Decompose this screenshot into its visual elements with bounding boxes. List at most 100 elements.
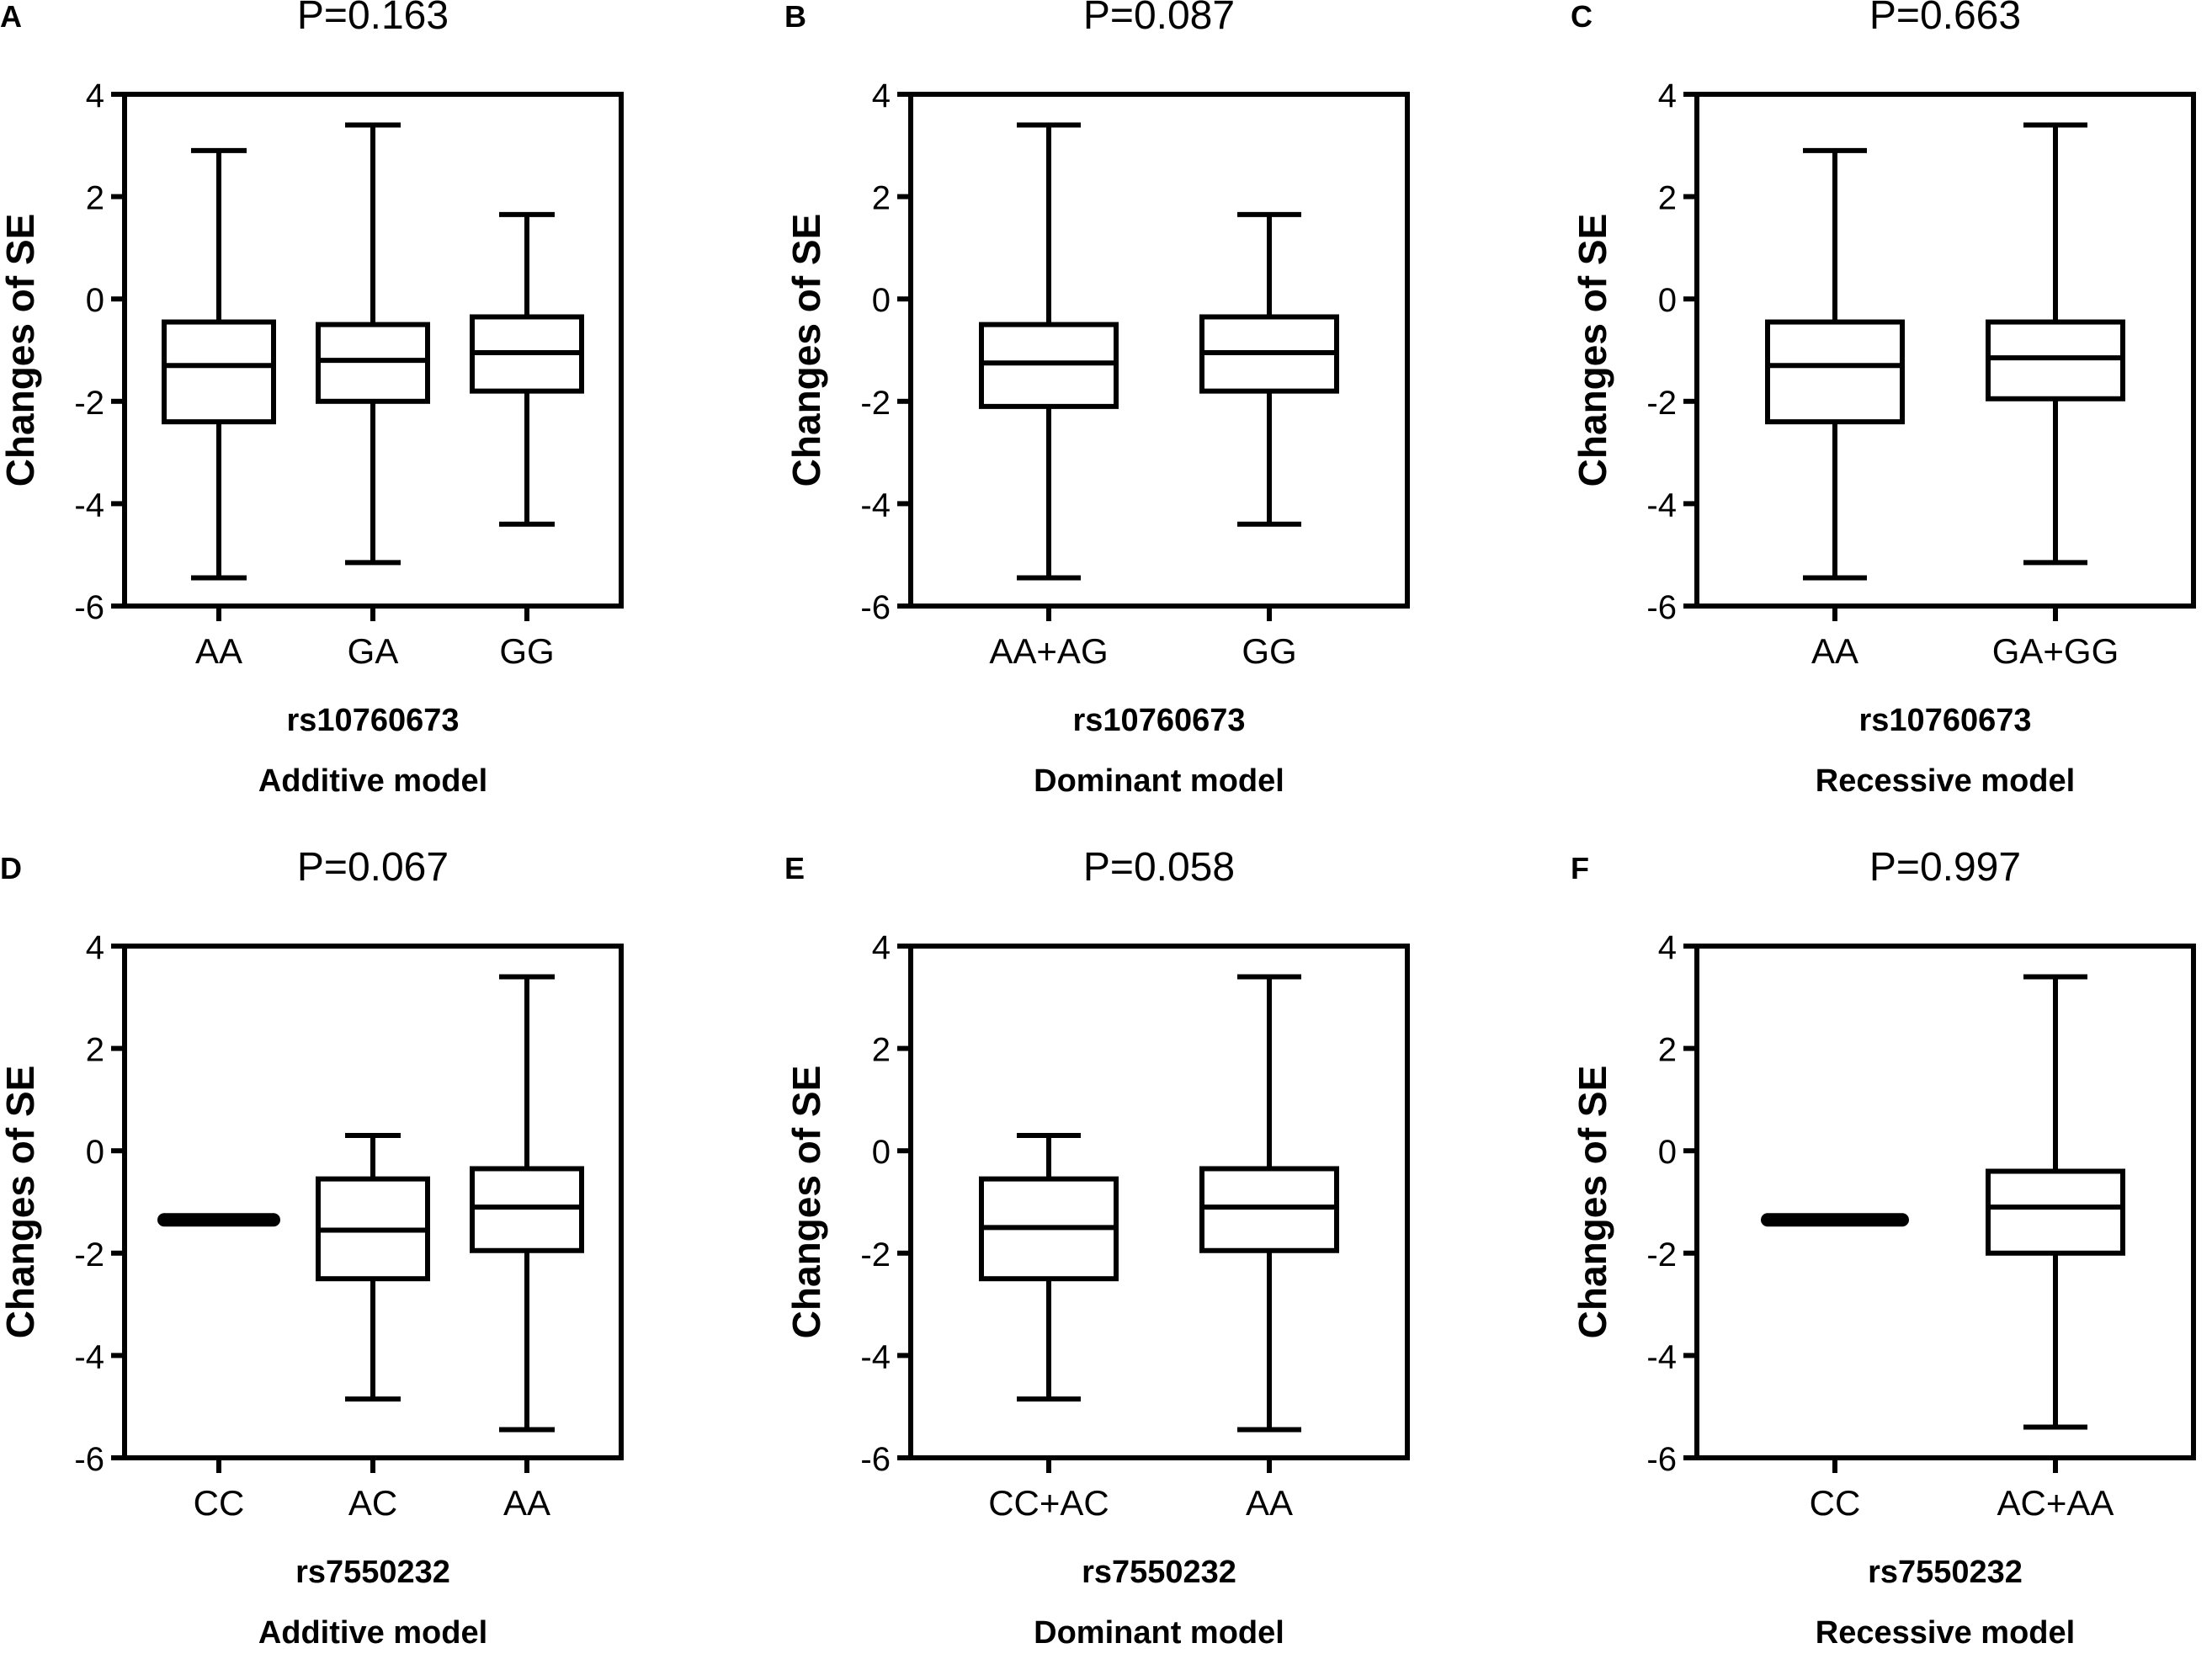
model-label: Additive model [258,1615,487,1651]
plot-frame [908,944,1410,1460]
iqr-box [1986,1168,2125,1256]
x-tick-label: AA+AG [989,631,1108,671]
iqr-box [1199,1166,1339,1253]
panel-letter: E [784,851,805,885]
y-axis-label: Changes of SE [0,214,42,487]
model-label: Recessive model [1816,763,2075,799]
box-ac [316,1132,430,1402]
y-tick-label: -4 [860,487,891,524]
y-axis-label: Changes of SE [0,1066,42,1339]
plot-frame [908,92,1410,609]
y-tick-label: -4 [1646,1338,1677,1375]
panel-letter: C [1571,0,1593,34]
y-tick-label: -4 [860,1338,891,1375]
box-gg [470,211,584,527]
box-ac-plus-aa [1986,974,2125,1430]
x-axis-label: rs10760673 [287,703,460,738]
x-tick-label: CC [1810,1483,1861,1523]
x-tick-label: AA [1811,631,1858,671]
y-tick-label: 2 [872,1032,891,1069]
y-tick-label: -2 [1646,1236,1677,1273]
chart-title: P=0.663 [1869,0,2021,38]
y-tick-label: -4 [74,1338,104,1375]
y-tick-label: -6 [860,1441,891,1478]
y-tick-label: 0 [872,282,891,319]
panel-d: D P=0.067 4 2 0 -2 -4 -6 Changes of SE CC AC AA rs75… [0,845,624,1651]
y-tick-label: 2 [1658,1032,1677,1069]
box-aa [162,147,276,581]
y-tick-label: -4 [74,487,104,524]
y-tick-label: 2 [86,1032,104,1069]
box-ga [316,122,430,566]
y-tick-label: 4 [86,77,104,114]
chart-title: P=0.058 [1083,845,1235,890]
y-tick-label: 0 [86,282,104,319]
y-tick-label: -2 [74,1236,104,1273]
model-label: Additive model [258,763,487,799]
box-gg [1199,211,1339,527]
y-axis-label: Changes of SE [1571,1066,1614,1339]
x-axis-label: rs10760673 [1859,703,2032,738]
box-aa [1765,147,1905,581]
y-tick-label: 4 [1658,929,1677,966]
plot-frame [1694,92,2196,609]
y-axis-label: Changes of SE [784,214,828,487]
y-tick-label: -6 [74,589,104,626]
iqr-box [1986,319,2125,401]
y-tick-label: -6 [1646,1441,1677,1478]
x-tick-label: GA+GG [1992,631,2119,671]
x-tick-label: AC+AA [1997,1483,2114,1523]
panel-letter: D [0,851,22,885]
model-label: Dominant model [1034,763,1284,799]
y-tick-label: 2 [1658,180,1677,217]
x-tick-label: GA [348,631,399,671]
panel-f: F P=0.997 4 2 0 -2 -4 -6 Changes of SE CC AC+AA rs7… [1571,845,2196,1651]
y-tick-label: -2 [860,1236,891,1273]
y-axis-label: Changes of SE [784,1066,828,1339]
y-tick-label: -2 [1646,385,1677,422]
y-tick-label: -6 [1646,589,1677,626]
x-tick-label: CC+AC [988,1483,1109,1523]
panel-b: B P=0.087 4 2 0 -2 -4 -6 Changes of SE AA+AG GG rs1… [784,0,1410,799]
y-tick-label: 0 [1658,1134,1677,1171]
y-tick-label: 0 [1658,282,1677,319]
chart-title: P=0.067 [297,845,449,890]
x-tick-label: GG [499,631,554,671]
panel-letter: A [0,0,22,34]
y-tick-label: -4 [1646,487,1677,524]
y-tick-label: 4 [872,77,891,114]
y-tick-label: -2 [74,385,104,422]
x-axis-label: rs7550232 [1082,1555,1236,1590]
model-label: Dominant model [1034,1615,1284,1651]
x-axis-label: rs7550232 [295,1555,450,1590]
iqr-box [316,322,430,404]
panel-letter: F [1571,851,1589,885]
y-tick-label: 0 [872,1134,891,1171]
x-axis-label: rs7550232 [1868,1555,2023,1590]
y-tick-label: 0 [86,1134,104,1171]
y-tick-label: -2 [860,385,891,422]
y-tick-label: -6 [860,589,891,626]
chart-title: P=0.163 [297,0,449,38]
chart-title: P=0.087 [1083,0,1235,38]
plot-frame [1694,944,2196,1460]
y-axis-label: Changes of SE [1571,214,1614,487]
box-aa [470,974,584,1433]
x-tick-label: CC [194,1483,245,1523]
panel-c: C P=0.663 4 2 0 -2 -4 -6 Changes of SE AA GA+GG rs1… [1571,0,2196,799]
x-tick-label: GG [1242,631,1296,671]
y-tick-label: 4 [1658,77,1677,114]
x-axis-label: rs10760673 [1073,703,1246,738]
panel-e: E P=0.058 4 2 0 -2 -4 -6 Changes of SE CC+AC AA rs7… [784,845,1410,1651]
y-tick-label: 2 [872,180,891,217]
x-tick-label: AA [1246,1483,1293,1523]
x-tick-label: AA [503,1483,550,1523]
box-cc-plus-ac [979,1132,1119,1402]
panel-a: A P=0.163 4 2 0 -2 -4 -6 Changes of SE AA GA GG rs10… [0,0,624,799]
y-tick-label: 2 [86,180,104,217]
panel-letter: B [784,0,806,34]
box-ga-plus-gg [1986,122,2125,566]
y-tick-label: -6 [74,1441,104,1478]
iqr-box [162,319,276,425]
